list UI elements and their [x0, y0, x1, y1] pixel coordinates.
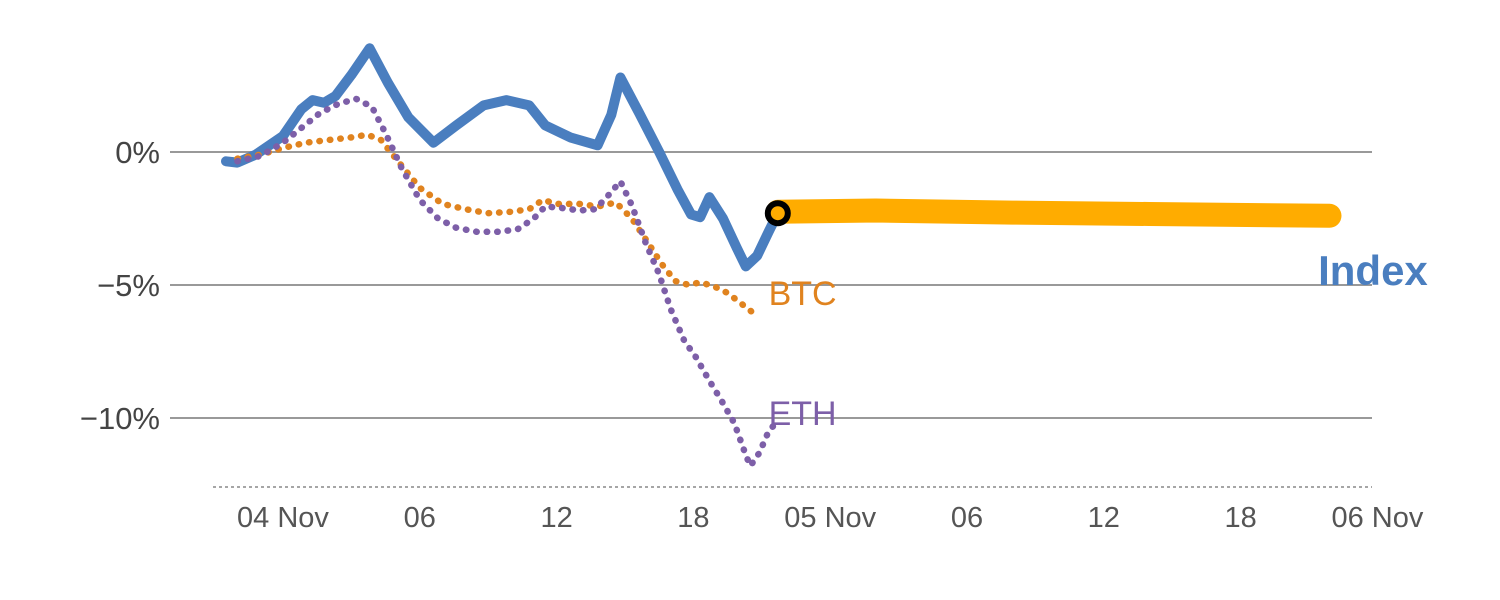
x-tick-label: 06: [404, 502, 436, 534]
series-label-btc: BTC: [769, 275, 837, 313]
series-label-index: Index: [1318, 247, 1428, 294]
y-tick-label: 0%: [115, 135, 160, 170]
current-value-marker: [764, 200, 791, 227]
series-line-index: [221, 43, 783, 272]
x-tick-label: 18: [1224, 502, 1256, 534]
x-tick-label: 04 Nov: [237, 502, 329, 534]
series-label-eth: ETH: [769, 395, 837, 433]
series-line-eth: [234, 95, 782, 470]
x-tick-label: 12: [540, 502, 572, 534]
x-tick-label: 12: [1088, 502, 1120, 534]
y-tick-label: −10%: [80, 401, 160, 436]
series-line-btc: [234, 131, 759, 318]
y-tick-label: −5%: [97, 268, 160, 303]
x-tick-label: 05 Nov: [784, 502, 876, 534]
series-line-index-projection: [765, 198, 1342, 228]
x-tick-label: 06: [951, 502, 983, 534]
x-tick-label: 06 Nov: [1331, 502, 1423, 534]
x-tick-label: 18: [677, 502, 709, 534]
